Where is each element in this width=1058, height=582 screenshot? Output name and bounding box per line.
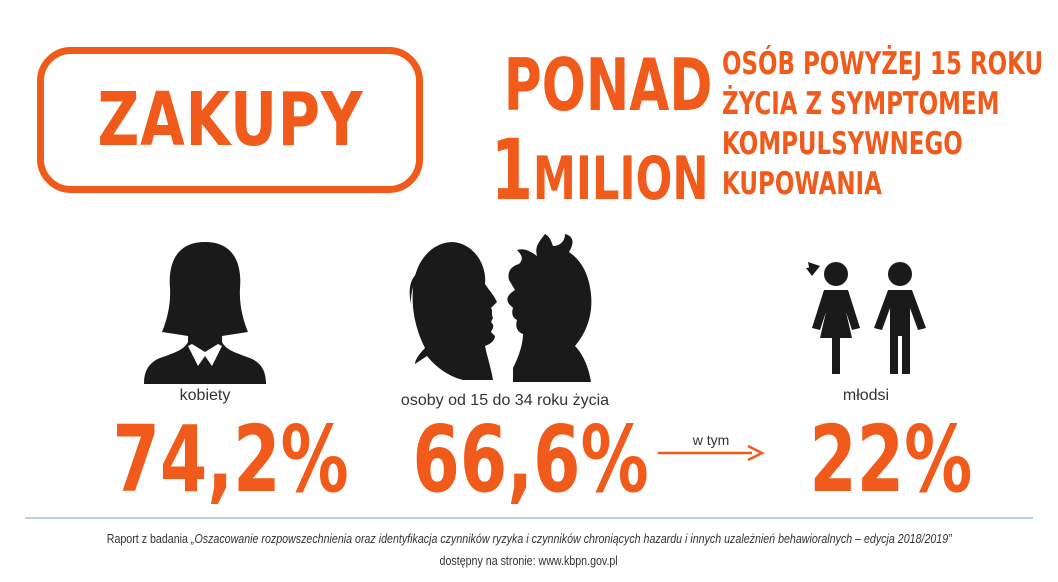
footer-report: Raport z badania „Oszacowanie rozpowszec… [0, 531, 1058, 546]
milion-text: 1MILION [491, 128, 709, 221]
footer-prefix: Raport z badania [106, 531, 191, 546]
ponad-text: PONAD [503, 43, 713, 127]
milion-number: 1 [490, 121, 533, 219]
footer-source-line: dostępny na stronie: www.kbpn.gov.pl [439, 553, 619, 568]
stat-label: kobiety [179, 387, 231, 404]
children-icon [806, 262, 926, 374]
description-line: KUPOWANIA [722, 166, 882, 202]
stat-value: 74,2% [112, 406, 349, 513]
milion-word: MILION [532, 144, 709, 214]
description-line: ŻYCIA Z SYMPTOMEM [722, 86, 1000, 122]
stat-value: 66,6% [412, 406, 649, 513]
page-title: ZAKUPY [97, 77, 363, 163]
arrow-right-icon [658, 444, 765, 462]
stat-label: osoby od 15 do 34 roku życia [400, 392, 610, 409]
description-line: KOMPULSYWNEGO [722, 126, 963, 162]
footer-report-title: „Oszacowanie rozpowszechnienia oraz iden… [190, 531, 952, 546]
arrow-label: w tym [692, 432, 730, 448]
description: OSÓB POWYŻEJ 15 ROKU ŻYCIA Z SYMPTOMEM K… [722, 44, 1044, 204]
divider [25, 517, 1033, 519]
title-box: ZAKUPY [37, 47, 423, 193]
stat-value: 22% [809, 406, 973, 513]
description-line: OSÓB POWYŻEJ 15 ROKU [722, 46, 1044, 82]
footer-source: dostępny na stronie: www.kbpn.gov.pl [0, 553, 1058, 568]
couple-profile-icon [409, 234, 592, 382]
woman-silhouette-icon [144, 242, 266, 384]
stat-label: młodsi [842, 387, 890, 404]
